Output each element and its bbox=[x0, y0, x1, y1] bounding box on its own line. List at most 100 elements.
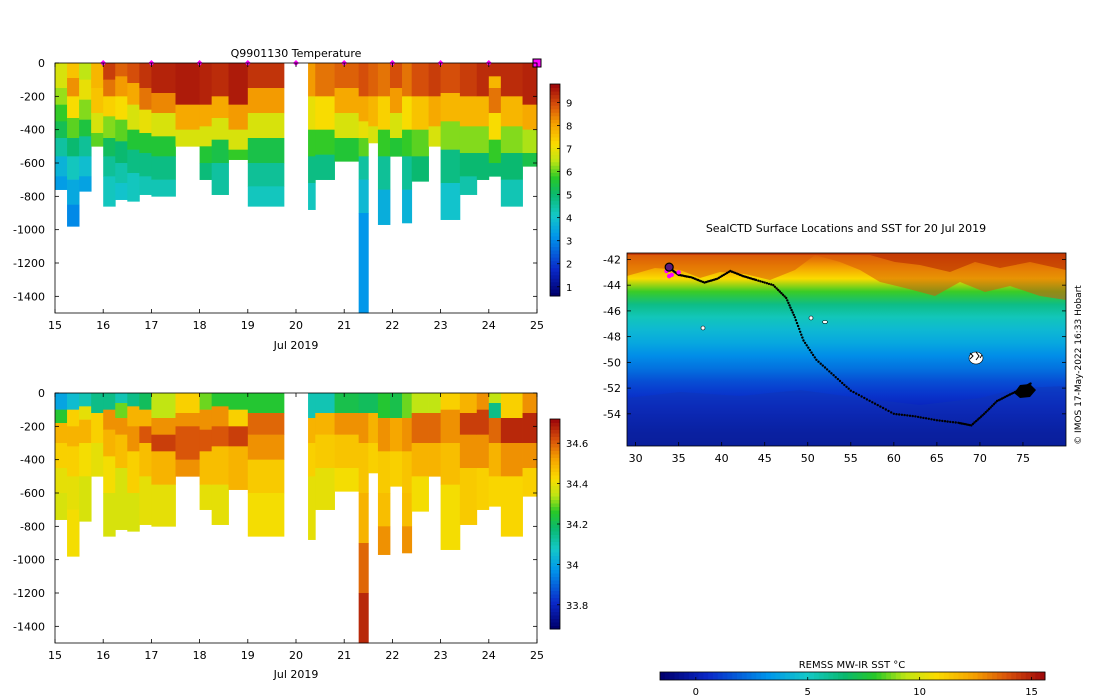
profile-cell bbox=[488, 76, 502, 89]
colorbar-segment bbox=[550, 440, 560, 444]
profile-cell bbox=[67, 156, 80, 180]
profile-cell bbox=[488, 139, 502, 164]
colorbar-segment bbox=[550, 225, 560, 230]
profile-cell bbox=[459, 434, 478, 469]
profile-cell bbox=[459, 63, 478, 97]
track-point bbox=[871, 401, 874, 404]
profile-cell bbox=[488, 393, 502, 404]
colorbar-segment bbox=[688, 672, 695, 680]
colorbar-segment bbox=[550, 454, 560, 458]
profile-cell bbox=[115, 76, 128, 97]
profile-cell bbox=[115, 418, 128, 435]
colorbar-segment bbox=[550, 555, 560, 560]
lon-tick-label: 55 bbox=[844, 452, 858, 465]
y-tick-label: -600 bbox=[20, 157, 45, 170]
x-tick-label: 25 bbox=[530, 319, 544, 332]
colorbar-segment bbox=[550, 548, 560, 553]
profile-cell bbox=[334, 393, 360, 414]
colorbar-segment bbox=[550, 288, 560, 293]
recent-position-point bbox=[676, 270, 681, 275]
colorbar-segment bbox=[550, 587, 560, 591]
track-point bbox=[887, 409, 890, 413]
profile-cell bbox=[199, 409, 213, 430]
track-point bbox=[817, 360, 820, 363]
profile-cell bbox=[67, 96, 80, 119]
track-point bbox=[841, 381, 844, 385]
profile-cell bbox=[308, 418, 316, 444]
colorbar-segment bbox=[550, 580, 560, 584]
profile-cell bbox=[308, 63, 316, 97]
colorbar-segment bbox=[550, 140, 560, 145]
profile-cell bbox=[488, 163, 502, 177]
colorbar-segment bbox=[550, 246, 560, 251]
track-point bbox=[868, 399, 871, 402]
colorbar-segment bbox=[550, 573, 560, 577]
colorbar-segment bbox=[550, 243, 560, 248]
track-point bbox=[994, 401, 997, 404]
x-tick-label: 18 bbox=[193, 319, 207, 332]
profile-cell bbox=[55, 393, 68, 410]
colorbar-segment bbox=[1030, 672, 1036, 680]
track-point bbox=[970, 424, 973, 427]
colorbar-segment bbox=[789, 672, 796, 680]
profile-cell bbox=[334, 434, 360, 469]
colorbar-segment bbox=[550, 235, 560, 240]
colorbar-segment bbox=[992, 672, 998, 680]
profile-cell bbox=[308, 156, 316, 184]
profile-cell bbox=[79, 63, 92, 80]
profile-cell bbox=[211, 426, 229, 447]
colorbar-segment bbox=[891, 672, 897, 680]
track-point bbox=[767, 282, 771, 286]
profile-cell bbox=[127, 426, 140, 452]
profile-cell bbox=[139, 63, 152, 89]
track-point bbox=[946, 420, 949, 423]
profile-cell bbox=[315, 154, 335, 180]
colorbar-segment bbox=[550, 285, 560, 290]
colorbar-segment bbox=[550, 496, 560, 500]
island-marker bbox=[700, 325, 706, 331]
colorbar-segment bbox=[550, 597, 560, 602]
colorbar-segment bbox=[550, 524, 560, 528]
track-point bbox=[933, 418, 936, 421]
colorbar-segment bbox=[828, 672, 834, 680]
profile-cell bbox=[500, 443, 523, 477]
profile-cell bbox=[199, 393, 213, 410]
track-point bbox=[951, 421, 955, 424]
colorbar-segment bbox=[550, 503, 560, 507]
profile-cell bbox=[55, 176, 68, 190]
colorbar-segment bbox=[876, 672, 882, 680]
colorbar-segment bbox=[1035, 672, 1041, 680]
profile-cell bbox=[151, 113, 176, 137]
sst-cold-water bbox=[627, 386, 1066, 446]
profile-cell bbox=[459, 153, 478, 177]
track-point bbox=[783, 295, 786, 298]
profile-cell bbox=[377, 418, 391, 452]
profile-cell bbox=[440, 484, 461, 550]
track-point bbox=[834, 376, 837, 379]
profile-cell bbox=[389, 63, 403, 89]
colorbar-segment bbox=[943, 672, 950, 680]
colorbar-segment bbox=[915, 672, 921, 680]
lat-tick-label: -46 bbox=[603, 305, 621, 318]
profile-cell bbox=[476, 126, 490, 154]
profile-cell bbox=[55, 493, 68, 520]
profile-cell bbox=[428, 413, 441, 444]
colorbar-segment bbox=[550, 594, 560, 598]
profile-cell bbox=[55, 121, 68, 139]
track-point bbox=[781, 293, 785, 296]
colorbar-segment bbox=[862, 672, 868, 680]
lat-tick-label: -54 bbox=[603, 408, 621, 421]
profile-cell bbox=[67, 78, 80, 97]
profile-cell bbox=[228, 409, 249, 427]
profile-cell bbox=[358, 138, 369, 157]
colorbar-segment bbox=[550, 271, 560, 276]
imos-credit: © IMOS 17-May-2022 16:33 Hobart bbox=[1074, 285, 1084, 445]
colorbar-segment bbox=[550, 133, 560, 138]
profile-cell bbox=[79, 476, 92, 522]
profile-cell bbox=[308, 393, 316, 419]
profile-cell bbox=[103, 156, 116, 177]
profile-cell bbox=[358, 156, 369, 180]
colorbar-segment bbox=[717, 672, 724, 680]
colorbar-segment bbox=[550, 541, 560, 546]
profile-cell bbox=[440, 443, 461, 485]
